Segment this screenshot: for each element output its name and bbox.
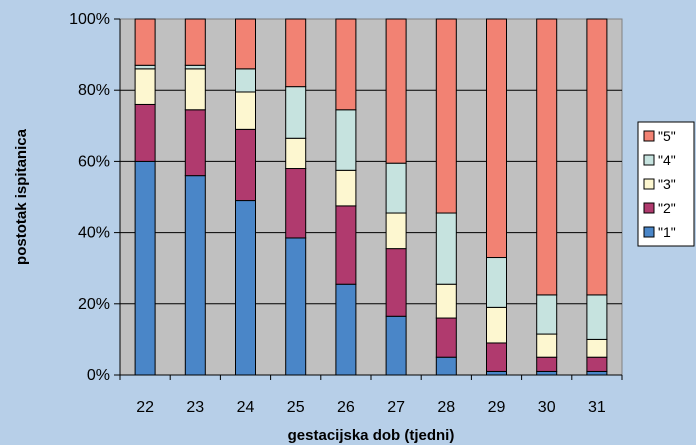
legend-label: "1"	[658, 224, 676, 240]
bar-segment	[235, 128, 256, 202]
x-tick-label: 31	[588, 399, 606, 416]
x-axis-title: gestacijska dob (tjedni)	[288, 427, 455, 444]
bar-segment	[435, 212, 457, 285]
legend-label: "5"	[658, 128, 676, 144]
bar-segment	[335, 109, 357, 171]
x-tick-label: 23	[186, 399, 204, 416]
bar-segment	[486, 18, 507, 259]
bar-segment	[385, 248, 407, 317]
bar-segment	[184, 109, 206, 177]
bar-segment	[435, 18, 457, 214]
x-tick-label: 30	[538, 399, 556, 416]
bar-segment	[435, 283, 457, 319]
x-tick-label: 22	[136, 399, 154, 416]
bar-segment	[335, 283, 357, 376]
bar-segment	[285, 137, 307, 170]
x-tick-label: 24	[237, 399, 255, 416]
legend-swatch	[643, 154, 655, 166]
bar-segment	[586, 294, 608, 340]
bar-segment	[486, 370, 507, 376]
axes	[114, 18, 623, 380]
bar-segment	[335, 205, 357, 285]
legend-swatch	[643, 226, 655, 238]
bar-segment	[235, 200, 256, 376]
legend-label: "2"	[658, 200, 676, 216]
bar-segment	[235, 18, 256, 70]
x-tick-label: 27	[387, 399, 405, 416]
bar-segment	[285, 168, 307, 239]
bar-segment	[486, 257, 507, 308]
bar-segment	[285, 86, 307, 139]
bar-segment	[385, 212, 407, 250]
x-tick-label: 25	[287, 399, 305, 416]
y-tick-label: 100%	[69, 11, 110, 28]
bar-segment	[285, 18, 307, 88]
bar-segment	[586, 370, 608, 376]
bar-segment	[184, 175, 206, 376]
legend-label: "3"	[658, 176, 676, 192]
bar-segment	[486, 342, 507, 372]
x-tick-label: 26	[337, 399, 355, 416]
bar-segment	[184, 18, 206, 66]
bar-segment	[435, 356, 457, 376]
bar-segment	[335, 18, 357, 111]
x-tick-label: 29	[488, 399, 506, 416]
y-tick-label: 40%	[78, 225, 110, 242]
bar-segment	[184, 68, 206, 111]
bar-segment	[385, 315, 407, 376]
y-axis-title: postotak ispitanica	[13, 128, 30, 265]
bar-segment	[335, 169, 357, 207]
bar-segment	[134, 64, 156, 70]
bar-segment	[586, 18, 608, 296]
y-tick-label: 20%	[78, 296, 110, 313]
bar-segment	[536, 18, 558, 296]
legend-swatch	[643, 130, 655, 142]
legend-swatch	[643, 178, 655, 190]
legend-swatch	[643, 202, 655, 214]
y-tick-label: 0%	[87, 367, 110, 384]
bar-segment	[536, 333, 558, 358]
bar-segment	[385, 162, 407, 214]
bars	[134, 18, 608, 376]
bar-segment	[536, 294, 558, 335]
bar-segment	[134, 103, 156, 162]
bar-segment	[586, 338, 608, 358]
bar-segment	[536, 356, 558, 372]
bar-segment	[586, 356, 608, 372]
bar-segment	[134, 160, 156, 376]
bar-segment	[285, 237, 307, 376]
bar-segment	[435, 317, 457, 358]
bar-segment	[134, 18, 156, 66]
bar-segment	[235, 68, 256, 93]
legend-label: "4"	[658, 152, 676, 168]
bar-segment	[536, 370, 558, 376]
bar-segment	[486, 306, 507, 344]
bar-segment	[134, 68, 156, 105]
y-tick-label: 80%	[78, 82, 110, 99]
y-tick-label: 60%	[78, 153, 110, 170]
bar-segment	[235, 91, 256, 130]
tick-labels: 0% 20% 40% 60% 80% 100% 22 23 24 25 26 27 28 29 30 31	[69, 11, 606, 416]
bar-segment	[385, 18, 407, 164]
legend: "5" "4" "3" "2" "1"	[637, 121, 695, 247]
x-tick-label: 28	[437, 399, 455, 416]
bar-segment	[184, 64, 206, 70]
